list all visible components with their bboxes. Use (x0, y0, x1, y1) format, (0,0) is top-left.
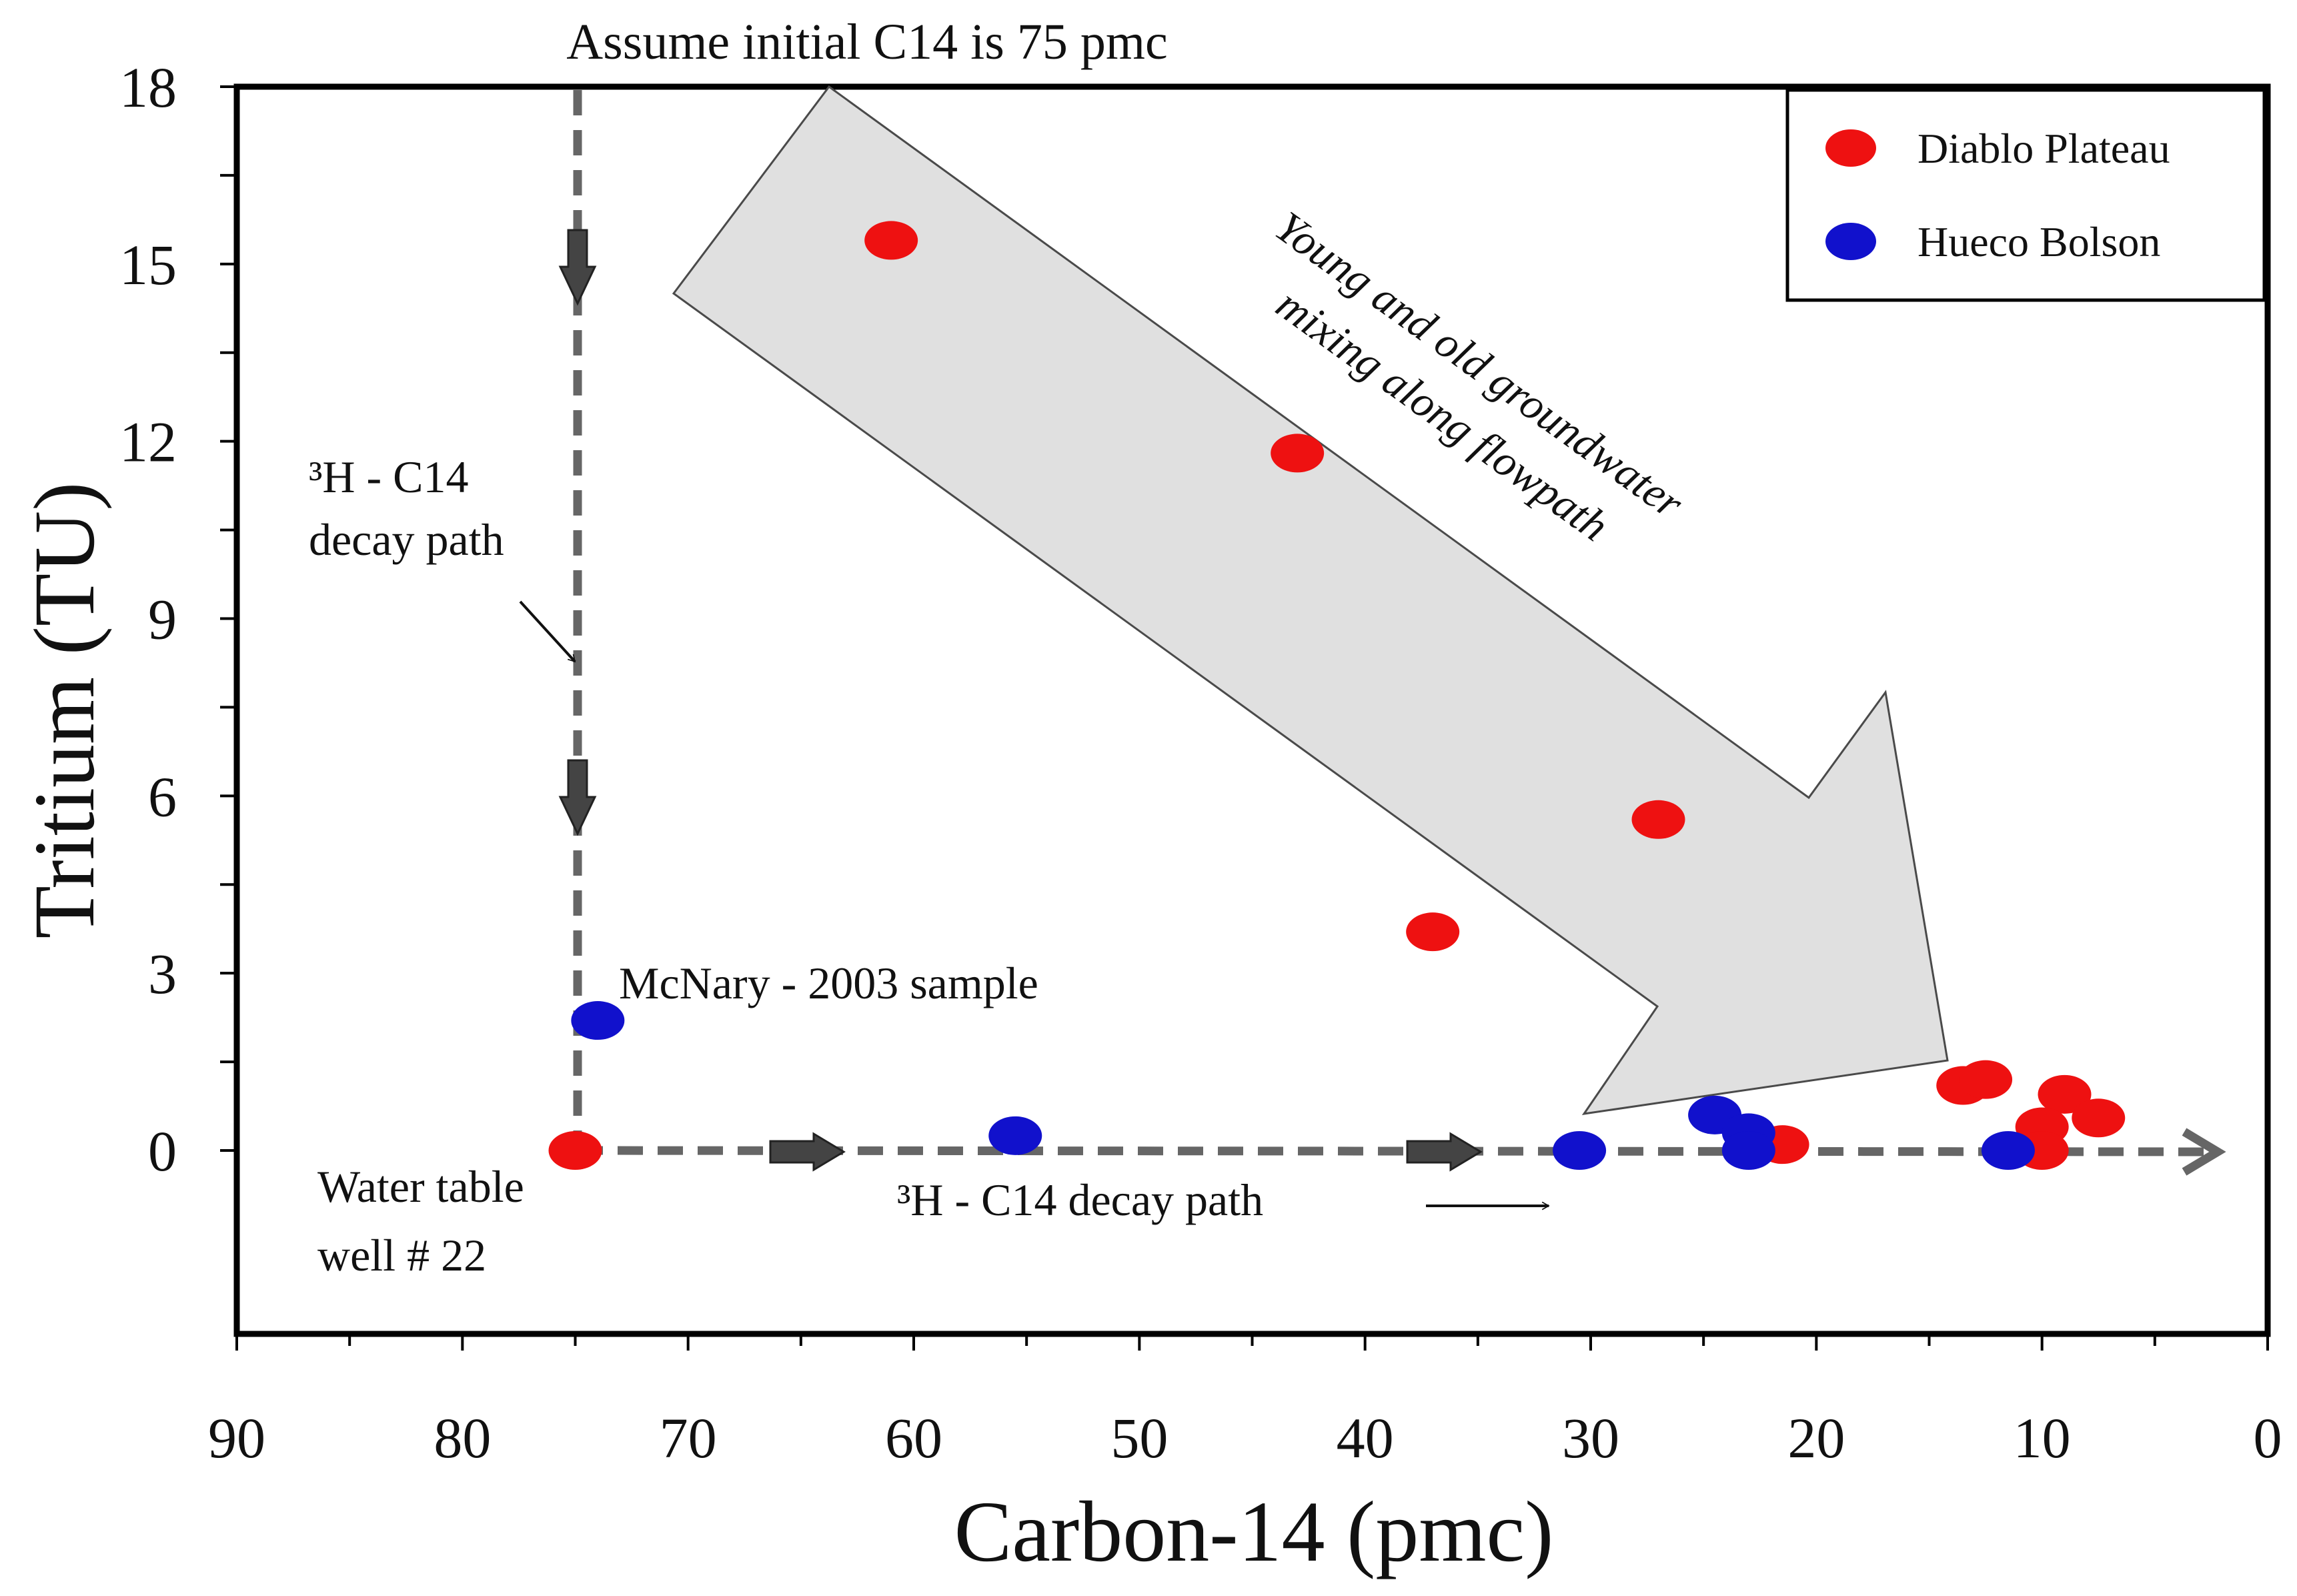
point-hueco-bolson (1553, 1131, 1607, 1170)
y-tick-label: 18 (119, 55, 177, 119)
legend: Diablo Plateau Hueco Bolson (1785, 88, 2266, 302)
x-axis-title: Carbon-14 (pmc) (954, 1484, 1554, 1580)
right-arrow-left (769, 1132, 846, 1172)
legend-marker-hueco-bolson (1825, 223, 1876, 260)
point-diablo-plateau (864, 221, 918, 260)
right-arrow-right (1406, 1132, 1483, 1172)
x-tick-label: 80 (434, 1406, 491, 1470)
mcnary-label: McNary - 2003 sample (619, 958, 1038, 1008)
horizontal-path-label: ³H - C14 decay path (897, 1174, 1263, 1225)
legend-box (1785, 88, 2266, 302)
vertical-path-pointer-arrow (519, 600, 576, 663)
horizontal-path-arrowhead (2182, 1128, 2226, 1176)
x-axis: 90 80 70 60 50 40 30 20 10 0 (208, 1334, 2282, 1470)
data-points (548, 221, 2126, 1170)
legend-label-diablo-plateau: Diablo Plateau (1918, 125, 2170, 172)
point-diablo-plateau (2072, 1098, 2126, 1138)
x-tick-label: 30 (1562, 1406, 1619, 1470)
x-tick-label: 40 (1337, 1406, 1394, 1470)
title: Assume initial C14 is 75 pmc (566, 14, 1167, 70)
x-tick-label: 0 (2254, 1406, 2282, 1470)
legend-marker-diablo-plateau (1825, 129, 1876, 167)
legend-label-hueco-bolson: Hueco Bolson (1918, 218, 2160, 265)
y-tick-label: 15 (119, 233, 177, 297)
well-label-line1: Water table (317, 1161, 524, 1212)
vertical-path-label-line2: decay path (309, 514, 504, 565)
y-tick-label: 0 (148, 1119, 177, 1183)
well-label-line2: well # 22 (317, 1230, 486, 1281)
x-tick-label: 60 (885, 1406, 942, 1470)
x-tick-label: 10 (2014, 1406, 2071, 1470)
y-axis-title: Tritium (TU) (17, 482, 113, 939)
point-diablo-plateau (1631, 800, 1685, 839)
horizontal-decay-path (577, 1146, 2218, 1156)
y-tick-label: 9 (148, 588, 177, 652)
point-diablo-plateau (1271, 434, 1325, 473)
vertical-path-label-line1: ³H - C14 (309, 452, 469, 502)
point-diablo-plateau (1959, 1060, 2013, 1099)
x-tick-label: 50 (1110, 1406, 1168, 1470)
y-axis: 0 3 6 9 12 15 18 (119, 55, 237, 1183)
point-hueco-bolson (571, 1001, 625, 1040)
down-arrow-lower (558, 759, 597, 836)
x-tick-label: 90 (208, 1406, 265, 1470)
down-arrow-upper (558, 229, 597, 306)
point-diablo-plateau (1406, 912, 1460, 952)
y-tick-label: 12 (119, 410, 177, 474)
x-tick-label: 70 (660, 1406, 717, 1470)
point-diablo-plateau (2038, 1074, 2092, 1114)
point-diablo-plateau (548, 1131, 602, 1170)
point-hueco-bolson (1981, 1131, 2035, 1170)
x-tick-label: 20 (1787, 1406, 1845, 1470)
mixing-flowpath-arrow (672, 85, 1949, 1115)
point-hueco-bolson (988, 1116, 1042, 1155)
y-tick-label: 3 (148, 942, 177, 1006)
y-tick-label: 6 (148, 764, 177, 828)
point-hueco-bolson (1721, 1131, 1775, 1170)
